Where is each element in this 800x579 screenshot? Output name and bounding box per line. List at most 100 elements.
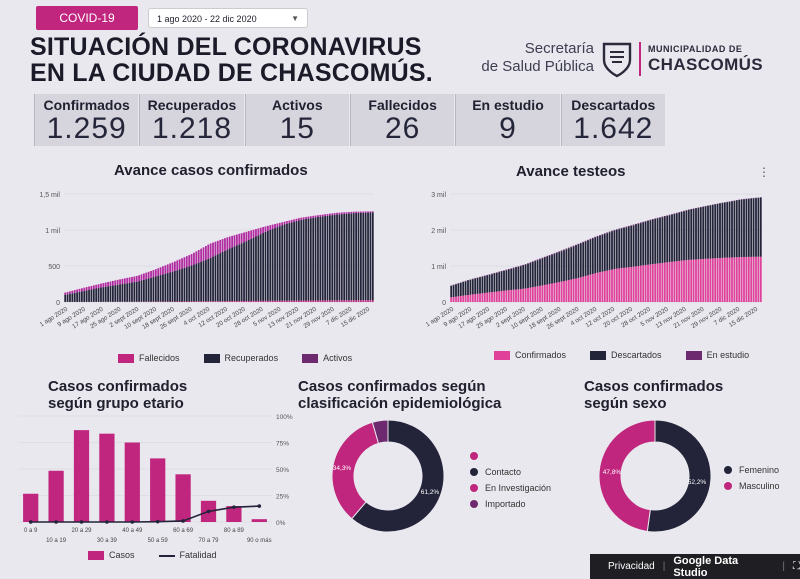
bar-segment-fallecidos	[295, 300, 298, 302]
bar-segment-recuperados	[293, 221, 296, 301]
bar-segment-descartados	[589, 239, 592, 275]
bar-segment-confirmados	[721, 257, 724, 302]
y-tick-label: 2 mil	[431, 228, 446, 235]
legend-item-casos[interactable]: Casos	[88, 550, 135, 561]
bar-segment-descartados	[709, 205, 712, 259]
secretaria-line-2: de Salud Pública	[481, 58, 594, 75]
kpi-label: Confirmados	[43, 97, 130, 113]
bar-casos	[124, 442, 140, 522]
date-range-picker[interactable]: 1 ago 2020 - 22 dic 2020 ▼	[148, 8, 308, 28]
more-options-icon[interactable]: ⋮	[758, 165, 770, 179]
legend-item-femenino[interactable]: Femenino	[724, 462, 780, 478]
legend-item-recuperados[interactable]: Recuperados	[203, 353, 278, 364]
kpi-label: Recuperados	[147, 97, 237, 113]
legend-item-activos[interactable]: Activos	[302, 353, 352, 364]
fatalidad-point	[105, 520, 109, 524]
bar-segment-recuperados	[328, 215, 331, 301]
bar-segment-confirmados	[567, 280, 570, 302]
bar-segment-descartados	[565, 249, 568, 281]
bar-segment-activos	[128, 277, 131, 283]
bar-segment-descartados	[515, 267, 517, 290]
bar-segment-descartados	[476, 277, 479, 294]
chart-grupo-etario: 0% 25% 50% 75% 100% 0 a 9 10 a 19 20 a 29 30 a 3…	[18, 414, 293, 544]
bar-segment-recuperados	[343, 213, 346, 301]
bar-segment-activos	[102, 283, 105, 288]
bar-segment-confirmados	[627, 267, 630, 302]
bar-segment-descartados	[697, 207, 700, 260]
bar-segment-fallecidos	[266, 300, 269, 302]
bar-segment-en-estudio	[668, 214, 671, 216]
bar-segment-confirmados	[699, 259, 702, 302]
fullscreen-icon[interactable]: ⛶	[793, 561, 800, 572]
bar-segment-fallecidos	[281, 300, 284, 302]
bar-segment-recuperados	[317, 216, 319, 301]
bar-segment-en-estudio	[687, 209, 690, 211]
bar-segment-confirmados	[620, 268, 623, 302]
bar-segment-activos	[64, 292, 67, 295]
bar-segment-en-estudio	[481, 276, 484, 277]
legend-item-fallecidos[interactable]: Fallecidos	[118, 353, 180, 364]
bar-segment-en-estudio	[618, 228, 621, 230]
legend-item-masculino[interactable]: Masculino	[724, 478, 780, 494]
chevron-down-icon[interactable]: ▼	[291, 14, 299, 23]
bar-segment-activos	[83, 287, 86, 291]
bar-segment-recuperados	[83, 290, 86, 302]
bar-segment-confirmados	[546, 284, 549, 302]
legend-item-en-estudio[interactable]: En estudio	[685, 350, 749, 361]
bar-segment-descartados	[534, 261, 537, 287]
bar-segment-activos	[326, 213, 329, 216]
bar-segment-recuperados	[271, 229, 274, 301]
bar-segment-recuperados	[348, 213, 350, 301]
title-line: Casos confirmados	[584, 378, 724, 395]
legend-item-importado[interactable]: Importado	[470, 496, 551, 512]
bar-segment-activos	[240, 233, 243, 244]
fatalidad-point	[257, 504, 262, 508]
legend-item-extra[interactable]	[470, 448, 551, 464]
bar-segment-en-estudio	[627, 225, 630, 227]
bar-segment-activos	[78, 288, 81, 292]
bar-segment-fallecidos	[290, 300, 293, 302]
bar-segment-activos	[348, 212, 350, 214]
legend-item-descartados[interactable]: Descartados	[590, 350, 662, 361]
bar-segment-fallecidos	[324, 300, 327, 302]
bar-segment-descartados	[671, 214, 673, 262]
bar-segment-fallecidos	[355, 300, 358, 302]
bar-segment-fallecidos	[202, 301, 205, 302]
bar-segment-recuperados	[290, 222, 293, 301]
bar-segment-en-estudio	[596, 235, 599, 237]
bar-segment-activos	[76, 289, 79, 293]
kpi-fallecidos: Fallecidos 26	[349, 94, 456, 146]
bar-segment-confirmados	[685, 260, 688, 302]
legend-item-confirmados[interactable]: Confirmados	[494, 350, 566, 361]
bar-segment-fallecidos	[252, 300, 255, 302]
bar-segment-confirmados	[733, 257, 736, 302]
bar-segment-recuperados	[321, 216, 324, 301]
bar-segment-descartados	[719, 203, 721, 258]
bar-segment-recuperados	[97, 288, 100, 302]
bar-segment-recuperados	[123, 283, 126, 302]
donut-slice-importado	[371, 419, 389, 444]
privacy-link[interactable]: Privacidad	[608, 561, 655, 572]
bar-segment-descartados	[755, 198, 757, 257]
bar-segment-en-estudio	[601, 234, 604, 235]
donut-clasificacion: 61,2% 34,3%	[331, 419, 445, 533]
google-data-studio-link[interactable]: Google Data Studio	[673, 554, 739, 579]
bar-segment-recuperados	[231, 247, 234, 302]
bar-segment-activos	[221, 239, 224, 252]
donut-slice-masculino	[598, 419, 656, 533]
bar-segment-en-estudio	[517, 266, 520, 267]
bar-segment-descartados	[642, 222, 645, 266]
bar-segment-activos	[97, 284, 100, 289]
bar-segment-recuperados	[369, 212, 372, 301]
bar-segment-activos	[212, 242, 214, 257]
bar-casos	[73, 430, 90, 522]
bar-segment-en-estudio	[683, 210, 685, 212]
legend-item-fatalidad[interactable]: Fatalidad	[158, 550, 217, 560]
fatalidad-line	[30, 505, 260, 523]
y-tick-label: 500	[48, 264, 60, 271]
bar-segment-activos	[88, 286, 90, 290]
bar-segment-activos	[207, 244, 210, 259]
legend-item-investigacion[interactable]: En Investigación	[470, 480, 551, 496]
legend-item-contacto[interactable]: Contacto	[470, 464, 551, 480]
bar-segment-activos	[364, 211, 367, 213]
